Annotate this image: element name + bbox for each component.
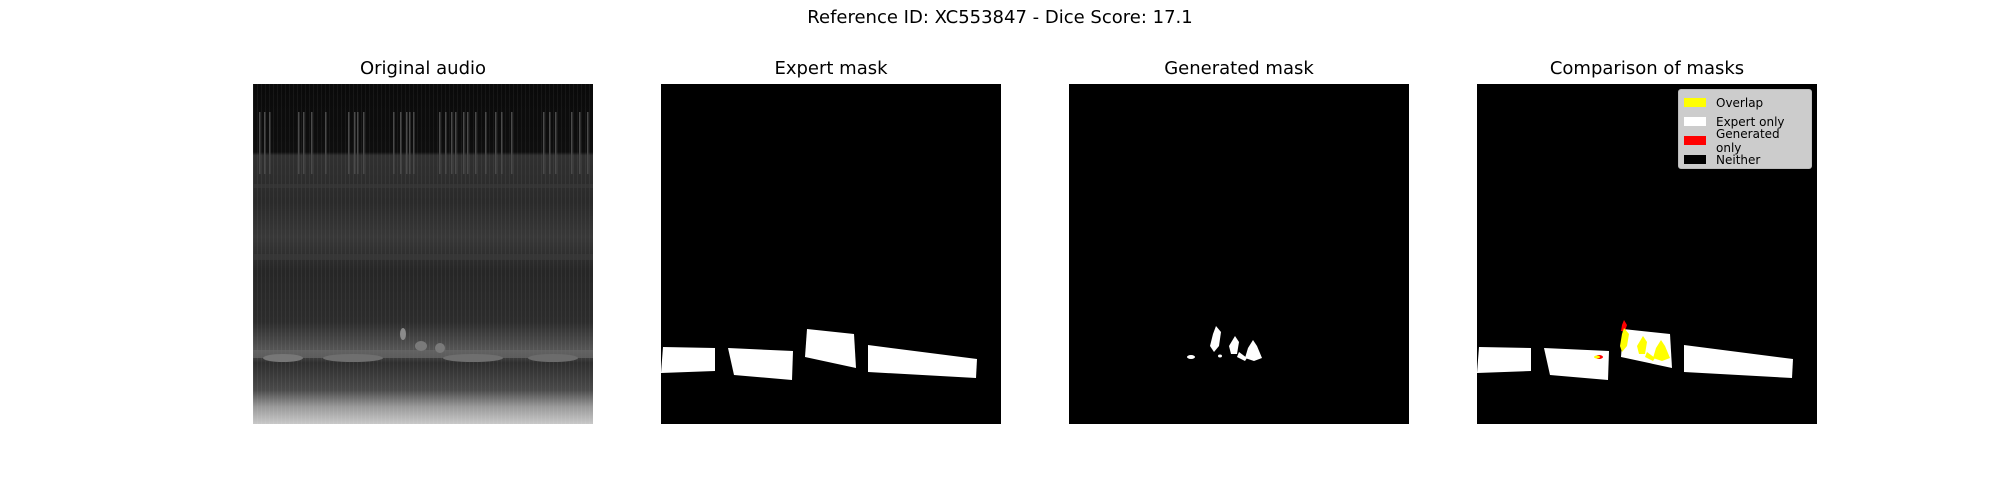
generated-segment [1229, 336, 1239, 354]
expert-mask-svg [661, 84, 1001, 424]
legend-item-neither: Neither [1684, 150, 1806, 169]
panel-original-audio: Original audio [253, 0, 593, 500]
legend-label: Neither [1716, 152, 1761, 167]
overlap-region [1645, 352, 1655, 361]
legend-label: Expert only [1716, 114, 1785, 129]
overlap-region [1620, 328, 1629, 352]
panel-title-expert-mask: Expert mask [774, 58, 888, 79]
expert-segment [661, 347, 715, 373]
panel-generated-mask: Generated mask [1069, 0, 1409, 500]
overlap-region [1637, 336, 1647, 354]
expert-segment [868, 345, 977, 378]
spectrogram-image [253, 84, 593, 424]
generated-segment [1218, 354, 1222, 358]
expert-segment [805, 329, 856, 368]
spectrogram-svg [253, 84, 593, 424]
legend-item-overlap: Overlap [1684, 93, 1806, 112]
generated-only-region [1621, 320, 1627, 331]
panel-title-generated-mask: Generated mask [1164, 58, 1314, 79]
expert-mask-image [661, 84, 1001, 424]
legend: Overlap Expert only Generated only Neith… [1678, 89, 1812, 169]
legend-swatch [1684, 117, 1706, 126]
panel-title-original-audio: Original audio [359, 58, 487, 79]
generated-mask-svg [1069, 84, 1409, 424]
expert-only-region [1477, 347, 1531, 373]
generated-segment [1245, 340, 1262, 361]
panel-title-comparison: Comparison of masks [1549, 58, 1745, 79]
expert-segment [728, 348, 793, 380]
panel-expert-mask: Expert mask [661, 0, 1001, 500]
expert-only-region [1684, 345, 1793, 378]
figure-title: Reference ID: XC553847 - Dice Score: 17.… [807, 7, 1193, 28]
legend-item-generated-only: Generated only [1684, 127, 1806, 155]
legend-swatch [1684, 98, 1706, 107]
overlap-region [1594, 355, 1600, 359]
legend-label: Generated only [1716, 126, 1780, 155]
generated-segment [1210, 326, 1221, 352]
expert-only-region [1544, 348, 1609, 380]
overlap-region [1653, 340, 1670, 361]
panel-comparison: Comparison of masks [1477, 0, 1817, 500]
comparison-image: Overlap Expert only Generated only Neith… [1477, 84, 1817, 424]
legend-swatch [1684, 155, 1706, 164]
legend-label: Overlap [1716, 95, 1764, 110]
generated-mask-image [1069, 84, 1409, 424]
legend-item-expert-only: Expert only [1684, 112, 1806, 131]
legend-swatch [1684, 136, 1706, 145]
generated-segment [1237, 352, 1247, 361]
generated-segment [1187, 355, 1195, 359]
